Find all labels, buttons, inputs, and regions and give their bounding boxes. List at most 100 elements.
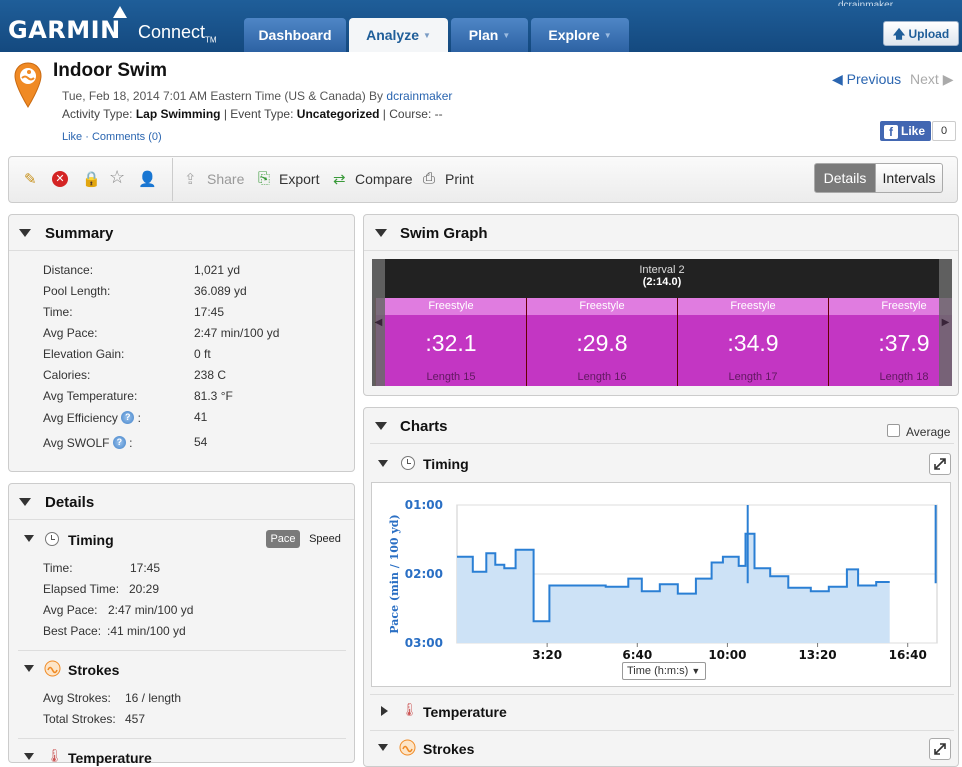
tab-explore[interactable]: Explore ▼ <box>531 18 629 52</box>
tab-dashboard-label: Dashboard <box>258 27 331 43</box>
x-axis-select[interactable]: Time (h:m:s) ▼ <box>622 662 706 680</box>
previous-arrow-icon: ◀ <box>832 71 843 87</box>
lap-stroke: Freestyle <box>527 298 677 315</box>
pace-toggle-button[interactable]: Pace <box>266 530 300 548</box>
printer-icon[interactable]: ⎙ <box>423 170 435 187</box>
summary-value: 36.089 yd <box>194 284 247 298</box>
collapse-triangle-icon[interactable] <box>24 665 34 672</box>
author-link[interactable]: dcrainmaker <box>386 89 452 103</box>
facebook-like-button[interactable]: f Like <box>880 121 931 141</box>
lap-time: :37.9 <box>829 330 952 357</box>
summary-label: Time: <box>43 305 73 319</box>
favorite-star-icon[interactable]: ☆ <box>109 167 125 188</box>
average-checkbox[interactable] <box>887 424 900 437</box>
clock-icon <box>401 456 415 470</box>
summary-panel <box>8 214 355 472</box>
speed-toggle-button[interactable]: Speed <box>305 530 345 548</box>
expand-triangle-icon[interactable] <box>381 706 388 716</box>
collapse-triangle-icon[interactable] <box>19 229 31 237</box>
like-comments-line: Like · Comments (0) <box>62 131 162 143</box>
previous-link[interactable]: ◀ Previous <box>832 71 901 88</box>
upload-label: Upload <box>909 27 950 41</box>
y-tick-label: 03:00 <box>405 636 443 650</box>
collapse-triangle-icon[interactable] <box>24 535 34 542</box>
compare-button[interactable]: Compare <box>355 171 413 187</box>
detail-label: Avg Pace: <box>43 603 97 617</box>
collapse-triangle-icon[interactable] <box>375 422 387 430</box>
lap-number: Length 15 <box>376 371 526 383</box>
activity-type-line: Activity Type: Lap Swimming | Event Type… <box>62 107 443 121</box>
summary-label: Avg Pace: <box>43 326 97 340</box>
detail-value: 17:45 <box>130 561 160 575</box>
share-button[interactable]: Share <box>207 171 244 187</box>
summary-value: 54 <box>194 435 207 449</box>
collapse-triangle-icon[interactable] <box>24 753 34 760</box>
divider <box>364 250 958 251</box>
summary-value: 1,021 yd <box>194 263 240 277</box>
interval-time: (2:14.0) <box>372 276 952 288</box>
lock-icon[interactable]: 🔒 <box>82 170 101 188</box>
summary-value: 41 <box>194 410 207 424</box>
summary-label-swolf: Avg SWOLF ? : <box>43 436 133 450</box>
summary-value: 0 ft <box>194 347 211 361</box>
lap-block[interactable]: Freestyle:37.9 Length 18 <box>828 298 952 386</box>
thermometer-icon: 🌡 <box>401 702 418 718</box>
collapse-triangle-icon[interactable] <box>375 229 387 237</box>
connect-logo[interactable]: ConnectTM <box>138 22 217 45</box>
like-link[interactable]: Like <box>62 131 82 143</box>
chevron-down-icon: ▼ <box>502 31 510 40</box>
event-type-value[interactable]: Uncategorized <box>297 107 380 121</box>
summary-label: Avg Temperature: <box>43 389 137 403</box>
scroll-left-arrow-icon[interactable]: ◀ <box>372 259 385 386</box>
edit-pencil-icon[interactable]: ✎ <box>24 170 37 188</box>
comments-link[interactable]: Comments (0) <box>92 131 162 143</box>
x-axis-select-label: Time (h:m:s) <box>627 665 688 677</box>
upload-button[interactable]: 🡅 Upload <box>883 21 959 46</box>
strokes-chart-title: Strokes <box>423 741 474 757</box>
share-icon[interactable]: ⇪ <box>184 170 197 188</box>
lap-stroke: Freestyle <box>829 298 952 315</box>
timing-chart-title: Timing <box>423 456 469 472</box>
expand-icon[interactable] <box>929 738 951 760</box>
person-icon[interactable]: 👤 <box>138 170 157 188</box>
lap-block[interactable]: Freestyle:32.1 Length 15 <box>375 298 526 386</box>
collapse-triangle-icon[interactable] <box>378 744 388 751</box>
garmin-logo[interactable]: GARMIN <box>8 16 121 44</box>
next-arrow-icon: ▶ <box>943 71 954 87</box>
temperature-chart-title: Temperature <box>423 704 507 720</box>
tab-plan[interactable]: Plan ▼ <box>451 18 528 52</box>
tab-dashboard[interactable]: Dashboard <box>244 18 346 52</box>
detail-label: Elapsed Time: <box>43 582 119 596</box>
collapse-triangle-icon[interactable] <box>19 498 31 506</box>
x-tick-label: 3:20 <box>532 648 562 662</box>
collapse-triangle-icon[interactable] <box>378 460 388 467</box>
export-button[interactable]: Export <box>279 171 319 187</box>
tab-analyze[interactable]: Analyze ▼ <box>349 18 448 52</box>
expand-icon[interactable] <box>929 453 951 475</box>
help-icon[interactable]: ? <box>113 436 126 449</box>
print-button[interactable]: Print <box>445 171 474 187</box>
help-icon[interactable]: ? <box>121 411 134 424</box>
swim-graph-title: Swim Graph <box>400 225 488 242</box>
activity-type-value[interactable]: Lap Swimming <box>136 107 221 121</box>
lap-number: Length 17 <box>678 371 828 383</box>
divider <box>18 738 346 739</box>
delete-icon[interactable]: ✕ <box>52 171 68 187</box>
user-menu-link[interactable]: dcrainmaker <box>838 0 893 6</box>
x-tick-label: 6:40 <box>622 648 652 662</box>
intervals-view-button[interactable]: Intervals <box>875 163 943 193</box>
scroll-right-arrow-icon[interactable]: ▶ <box>939 259 952 386</box>
compare-icon[interactable]: ⇄ <box>333 170 346 188</box>
details-view-button[interactable]: Details <box>814 163 876 193</box>
next-link[interactable]: Next ▶ <box>910 71 953 88</box>
summary-label: Calories: <box>43 368 90 382</box>
lap-block[interactable]: Freestyle:34.9 Length 17 <box>677 298 828 386</box>
dropdown-arrow-icon: ▼ <box>691 666 700 676</box>
summary-label: Elevation Gain: <box>43 347 124 361</box>
summary-value: 238 C <box>194 368 226 382</box>
swim-graph: Interval 2 (2:14.0) Freestyle:32.1 Length … <box>372 259 952 386</box>
timing-title: Timing <box>68 532 114 548</box>
export-icon[interactable]: ⎘ <box>258 170 270 187</box>
lap-block[interactable]: Freestyle:29.8 Length 16 <box>526 298 677 386</box>
interval-header: Interval 2 (2:14.0) <box>372 259 952 298</box>
